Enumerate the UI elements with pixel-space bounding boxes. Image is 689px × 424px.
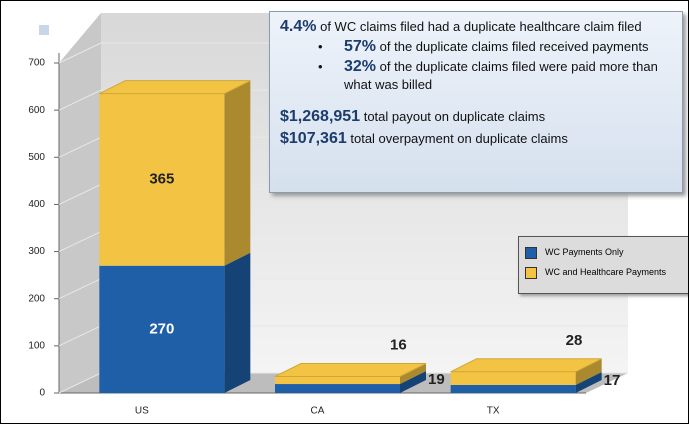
value-label: 16 <box>390 336 407 353</box>
legend-label: WC and Healthcare Payments <box>545 267 667 277</box>
emphasis: $107,361 <box>280 130 347 147</box>
y-tick-label: 100 <box>28 340 45 351</box>
bar <box>450 384 576 393</box>
bar-top <box>99 80 251 95</box>
value-label: 19 <box>428 371 445 388</box>
legend-item: WC Payments Only <box>525 247 687 259</box>
marker <box>39 25 49 35</box>
y-tick-label: 400 <box>28 199 45 210</box>
emphasis: 57% <box>344 38 377 55</box>
emphasis: $1,268,951 <box>280 108 361 125</box>
headline: 4.4% of WC claims filed had a duplicate … <box>280 18 672 36</box>
text: total overpayment on duplicate claims <box>350 131 568 146</box>
x-tick-label: US <box>135 406 149 417</box>
total: $1,268,951 total payout on duplicate cla… <box>280 108 672 126</box>
bar-side <box>400 363 426 385</box>
annotation-box: 4.4% of WC claims filed had a duplicate … <box>269 11 683 193</box>
value-label: 270 <box>149 320 174 337</box>
bar-side <box>575 371 602 393</box>
bar-top <box>274 363 427 377</box>
text: total payout on duplicate claims <box>363 109 546 124</box>
value-label: 17 <box>604 372 621 389</box>
bullet: • 32% of the duplicate claims filed were … <box>318 58 658 92</box>
x-tick-label: CA <box>311 406 325 417</box>
bar <box>99 93 225 266</box>
emphasis: 4.4% <box>280 18 317 35</box>
y-tick-label: 700 <box>28 58 45 69</box>
value-label: 28 <box>566 332 583 349</box>
side-wall <box>59 13 101 393</box>
bar <box>450 371 576 385</box>
text: of the duplicate claims filed were paid … <box>344 59 658 92</box>
bar-side <box>224 80 251 266</box>
y-tick-label: 600 <box>28 105 45 116</box>
bar-side <box>224 252 251 393</box>
bar <box>275 376 400 385</box>
y-tick-label: 300 <box>28 246 45 257</box>
legend-swatch <box>525 267 537 279</box>
total: $107,361 total overpayment on duplicate … <box>280 130 672 148</box>
text: of WC claims filed had a duplicate healt… <box>320 19 642 34</box>
bar-side <box>400 371 426 393</box>
legend: WC Payments Only WC and Healthcare Paymen… <box>518 236 688 294</box>
bar-side <box>575 358 602 385</box>
value-label: 365 <box>149 171 174 188</box>
bar-top <box>450 358 602 373</box>
legend-swatch <box>525 247 537 259</box>
text: of the duplicate claims filed received p… <box>379 39 649 54</box>
y-tick-label: 0 <box>39 388 45 399</box>
bar <box>275 384 400 393</box>
y-tick-label: 500 <box>28 152 45 163</box>
emphasis: 32% <box>344 58 377 75</box>
y-tick-label: 200 <box>28 293 45 304</box>
legend-item: WC and Healthcare Payments <box>525 267 687 279</box>
x-tick-label: TX <box>487 406 500 417</box>
bullet: • 57% of the duplicate claims filed recei… <box>318 38 649 55</box>
bar <box>99 265 225 393</box>
legend-label: WC Payments Only <box>545 247 624 257</box>
